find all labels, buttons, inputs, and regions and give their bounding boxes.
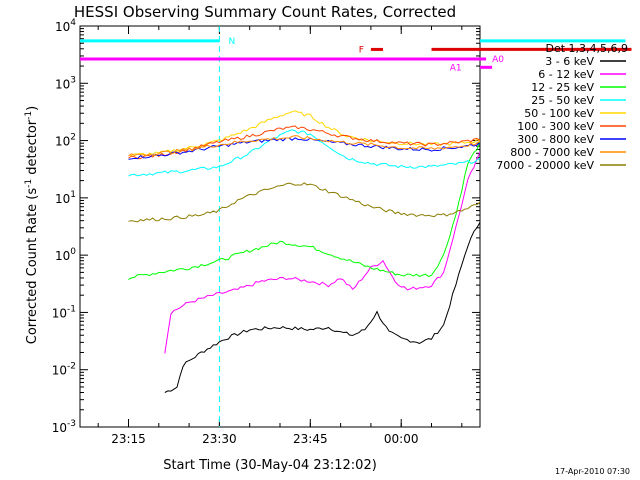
- legend-label: 25 - 50 keV: [531, 94, 594, 107]
- y-tick-label: 100: [55, 247, 76, 263]
- plot-area: 10-3 10-2 10-1 100 101 102 103 104 23:15 23:30 23:…: [52, 18, 632, 446]
- legend-label: 800 - 7000 keV: [510, 146, 594, 159]
- series-line-5: [128, 125, 480, 160]
- y-tick-label: 103: [55, 75, 76, 91]
- legend-label: 7000 - 20000 keV: [496, 159, 594, 172]
- series-line-2: [128, 141, 480, 280]
- plot-frame: [79, 25, 481, 428]
- x-tick-label: 23:30: [202, 432, 237, 446]
- series-line-3: [128, 129, 480, 177]
- x-tick-label: 23:15: [111, 432, 146, 446]
- y-tick-label: 101: [55, 190, 76, 206]
- state-bar-label: N: [228, 37, 235, 47]
- legend-label: 50 - 100 keV: [524, 107, 594, 120]
- x-axis-label: Start Time (30-May-04 23:12:02): [163, 458, 377, 473]
- state-bar-label: A0: [492, 55, 504, 65]
- legend-title: Det 1,3,4,5,6,9: [545, 42, 628, 55]
- y-tick-label: 10-3: [52, 419, 76, 435]
- y-axis-label: Corrected Count Rate (s-1 detector-1): [24, 106, 40, 344]
- series-line-1: [164, 151, 480, 354]
- y-tick-label: 10-2: [52, 362, 76, 378]
- series-line-0: [164, 221, 480, 393]
- series-line-4: [128, 110, 480, 157]
- legend-label: 3 - 6 keV: [545, 55, 594, 68]
- series-line-8: [128, 182, 480, 223]
- series-line-6: [128, 137, 480, 160]
- legend-label: 100 - 300 keV: [517, 120, 594, 133]
- footer-timestamp: 17-Apr-2010 07:30: [555, 467, 630, 476]
- series-line-7: [128, 135, 480, 157]
- y-tick-label: 102: [55, 133, 76, 149]
- state-bars: N F A0 A1: [80, 37, 632, 73]
- state-bar-label: A1: [450, 63, 462, 73]
- y-tick-label: 104: [55, 18, 76, 34]
- state-bar-label: F: [359, 45, 364, 55]
- chart-title: HESSI Observing Summary Count Rates, Cor…: [74, 3, 456, 21]
- x-tick-label: 23:45: [293, 432, 328, 446]
- legend-label: 12 - 25 keV: [531, 81, 594, 94]
- legend-label: 300 - 800 keV: [517, 133, 594, 146]
- legend-label: 6 - 12 keV: [538, 68, 594, 81]
- y-tick-label: 10-1: [52, 304, 76, 320]
- x-tick-label: 00:00: [384, 432, 419, 446]
- data-layer: [128, 26, 480, 427]
